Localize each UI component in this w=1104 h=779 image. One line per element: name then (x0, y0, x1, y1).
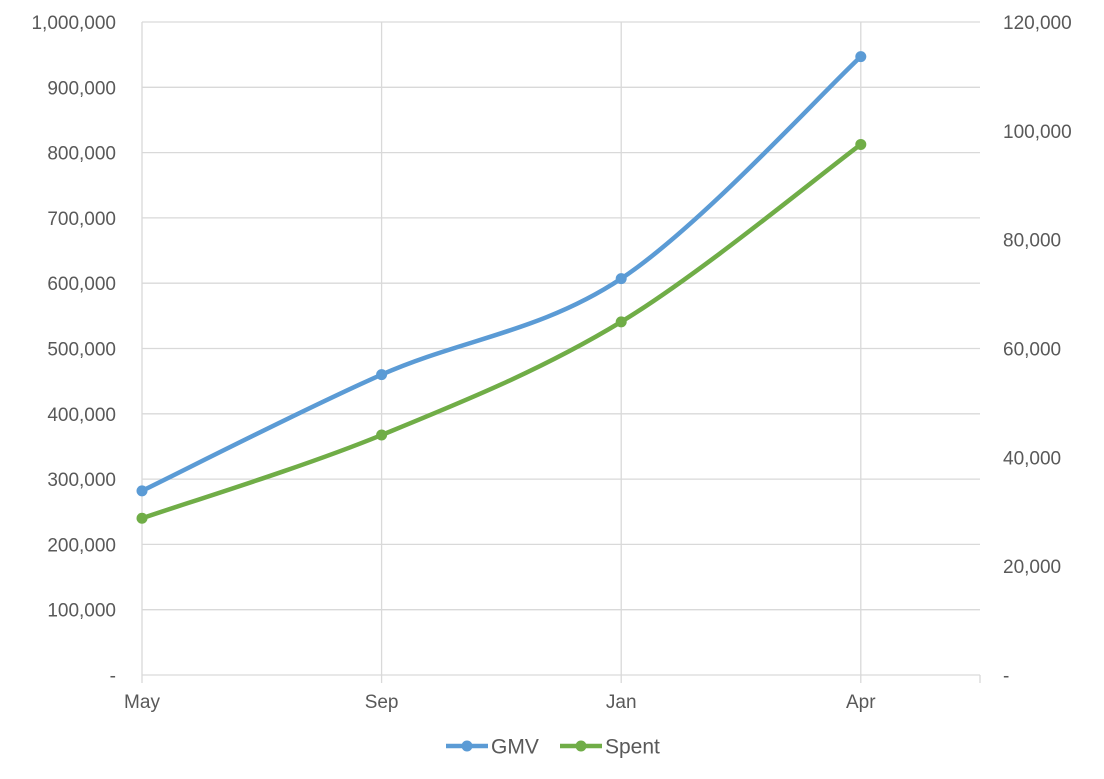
left-y-tick-label: 1,000,000 (31, 13, 116, 34)
gmv-data-point (136, 485, 148, 497)
right-y-tick-label: 20,000 (1003, 557, 1061, 578)
spent-data-point (855, 138, 867, 150)
left-y-tick-label: 600,000 (47, 274, 116, 295)
gridlines (141, 21, 980, 683)
left-y-tick-label: 500,000 (47, 340, 116, 361)
left-y-tick-label: 100,000 (47, 601, 116, 622)
right-y-axis: - 20,000 40,000 60,000 80,000 100,000 120,000 (1003, 13, 1072, 687)
gmv-data-point (615, 273, 627, 285)
right-y-tick-label: - (1003, 666, 1009, 687)
legend: GMV Spent (446, 736, 660, 759)
left-y-axis: - 100,000 200,000 300,000 400,000 500,000 600,… (31, 13, 116, 687)
left-y-tick-label: 900,000 (47, 78, 116, 99)
series-layer (136, 51, 867, 524)
spent-data-point (615, 316, 627, 328)
legend-gmv-label: GMV (491, 736, 539, 759)
legend-spent-label: Spent (605, 736, 660, 759)
left-y-tick-label: 400,000 (47, 405, 116, 426)
x-axis: May Sep Jan Apr (124, 675, 981, 713)
spent-data-point (136, 512, 148, 524)
right-y-tick-label: 40,000 (1003, 448, 1061, 469)
right-y-tick-label: 100,000 (1003, 122, 1072, 143)
left-y-tick-label: 300,000 (47, 470, 116, 491)
right-y-tick-label: 120,000 (1003, 13, 1072, 34)
left-y-tick-label: 200,000 (47, 535, 116, 556)
gmv-data-point (855, 51, 867, 63)
spent-series-line (139, 142, 864, 521)
x-tick-label: May (124, 692, 160, 713)
left-y-tick-label: 700,000 (47, 209, 116, 230)
left-y-tick-label: - (110, 666, 116, 687)
x-tick-label: Jan (606, 692, 637, 713)
right-y-tick-label: 80,000 (1003, 231, 1061, 252)
left-y-tick-label: 800,000 (47, 144, 116, 165)
x-tick-label: Apr (846, 692, 876, 713)
legend-gmv-swatch-marker (461, 740, 473, 752)
gmv-data-point (376, 369, 388, 381)
x-tick-label: Sep (365, 692, 399, 713)
spent-data-point (376, 429, 388, 441)
right-y-tick-label: 60,000 (1003, 340, 1061, 361)
gmv-series-line (139, 54, 864, 494)
legend-spent-swatch-marker (575, 740, 587, 752)
